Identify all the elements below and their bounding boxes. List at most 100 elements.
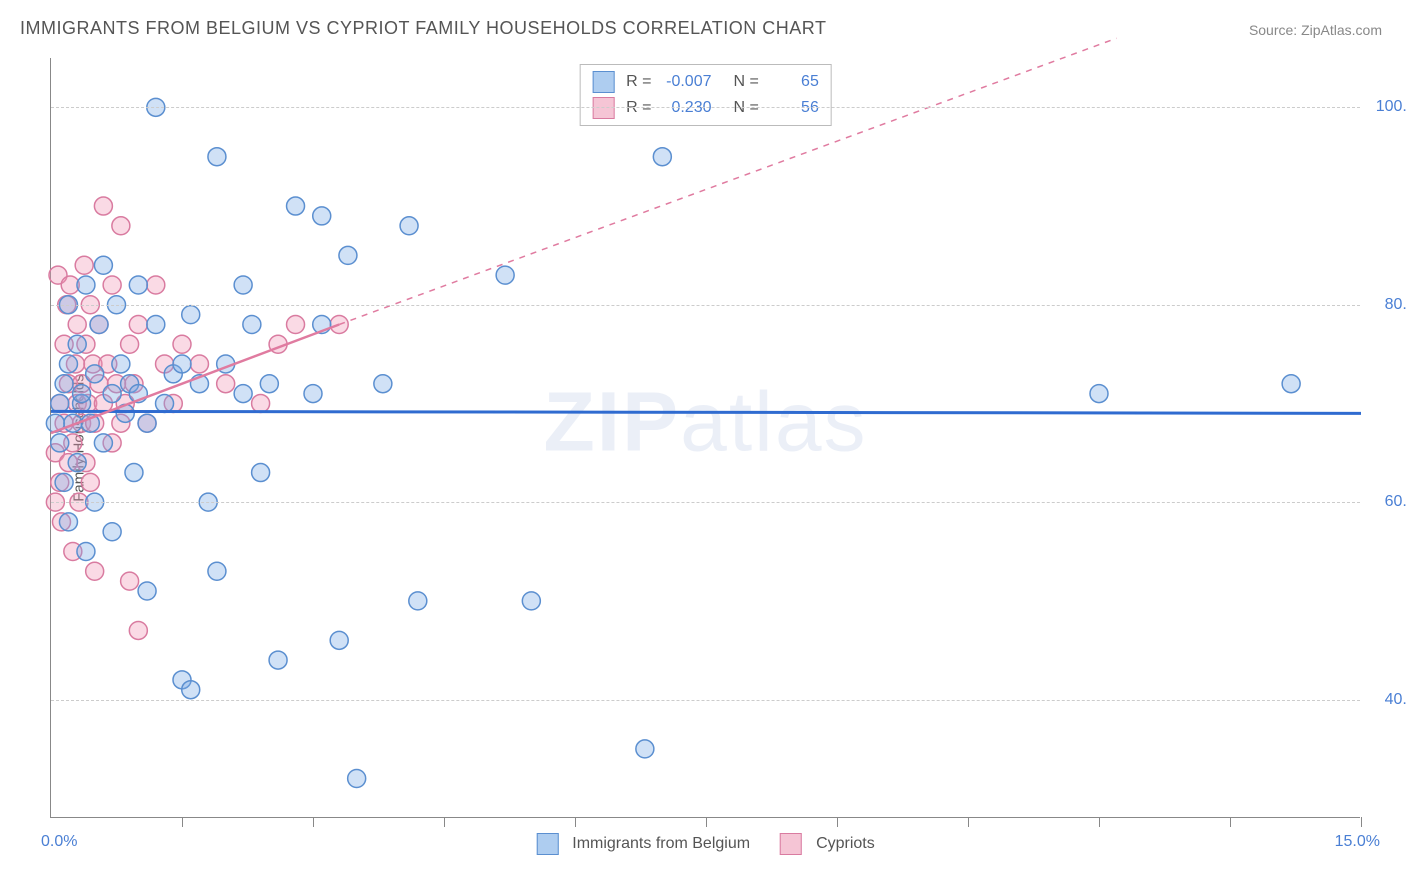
data-point bbox=[86, 365, 104, 383]
plot-area: Family Households ZIPatlas R = -0.007 N … bbox=[50, 58, 1360, 818]
x-tick bbox=[1361, 817, 1362, 827]
x-tick bbox=[968, 817, 969, 827]
x-tick bbox=[575, 817, 576, 827]
data-point bbox=[138, 414, 156, 432]
legend-bottom-item-1: Cypriots bbox=[780, 833, 875, 855]
data-point bbox=[208, 148, 226, 166]
data-point bbox=[252, 464, 270, 482]
data-point bbox=[73, 385, 91, 403]
data-point bbox=[125, 464, 143, 482]
x-tick bbox=[313, 817, 314, 827]
data-point bbox=[339, 246, 357, 264]
data-point bbox=[81, 473, 99, 491]
legend-stats-row-0: R = -0.007 N = 65 bbox=[592, 69, 819, 95]
data-point bbox=[173, 335, 191, 353]
data-point bbox=[68, 454, 86, 472]
data-point bbox=[121, 335, 139, 353]
data-point bbox=[653, 148, 671, 166]
data-point bbox=[51, 394, 69, 412]
data-point bbox=[103, 276, 121, 294]
data-point bbox=[77, 543, 95, 561]
data-point bbox=[1282, 375, 1300, 393]
data-point bbox=[138, 582, 156, 600]
legend-bottom: Immigrants from Belgium Cypriots bbox=[536, 833, 875, 855]
data-point bbox=[496, 266, 514, 284]
legend-N-val-0: 65 bbox=[765, 73, 819, 91]
data-point bbox=[94, 256, 112, 274]
y-tick-label: 60.0% bbox=[1370, 493, 1406, 511]
x-axis-end-label: 15.0% bbox=[1335, 833, 1380, 851]
data-point bbox=[55, 473, 73, 491]
data-point bbox=[1090, 385, 1108, 403]
source-label: Source: ZipAtlas.com bbox=[1249, 22, 1382, 38]
data-point bbox=[330, 631, 348, 649]
data-point bbox=[182, 306, 200, 324]
data-point bbox=[59, 355, 77, 373]
data-point bbox=[75, 256, 93, 274]
data-point bbox=[208, 562, 226, 580]
gridline-h bbox=[51, 700, 1360, 701]
data-point bbox=[190, 355, 208, 373]
data-point bbox=[121, 572, 139, 590]
chart-title: IMMIGRANTS FROM BELGIUM VS CYPRIOT FAMIL… bbox=[20, 18, 826, 39]
data-point bbox=[348, 770, 366, 788]
data-point bbox=[129, 621, 147, 639]
x-axis-start-label: 0.0% bbox=[41, 833, 77, 851]
legend-stats-box: R = -0.007 N = 65 R = 0.230 N = 56 bbox=[579, 64, 832, 126]
data-point bbox=[156, 394, 174, 412]
data-point bbox=[313, 207, 331, 225]
data-point bbox=[636, 740, 654, 758]
data-point bbox=[55, 375, 73, 393]
legend-bottom-item-0: Immigrants from Belgium bbox=[536, 833, 750, 855]
x-tick bbox=[182, 817, 183, 827]
data-point bbox=[260, 375, 278, 393]
data-point bbox=[112, 355, 130, 373]
legend-bottom-label-1: Cypriots bbox=[816, 835, 875, 853]
data-point bbox=[304, 385, 322, 403]
x-tick bbox=[837, 817, 838, 827]
legend-bottom-swatch-1 bbox=[780, 833, 802, 855]
chart-container: IMMIGRANTS FROM BELGIUM VS CYPRIOT FAMIL… bbox=[0, 0, 1406, 892]
data-point bbox=[287, 315, 305, 333]
data-point bbox=[269, 651, 287, 669]
legend-swatch-blue bbox=[592, 71, 614, 93]
data-point bbox=[77, 276, 95, 294]
data-point bbox=[234, 276, 252, 294]
data-point bbox=[112, 217, 130, 235]
data-point bbox=[173, 355, 191, 373]
legend-bottom-label-0: Immigrants from Belgium bbox=[572, 835, 750, 853]
data-point bbox=[522, 592, 540, 610]
data-point bbox=[234, 385, 252, 403]
x-tick bbox=[1099, 817, 1100, 827]
data-point bbox=[94, 434, 112, 452]
x-tick bbox=[1230, 817, 1231, 827]
gridline-h bbox=[51, 107, 1360, 108]
x-tick bbox=[706, 817, 707, 827]
x-tick bbox=[444, 817, 445, 827]
legend-bottom-swatch-0 bbox=[536, 833, 558, 855]
data-point bbox=[217, 375, 235, 393]
data-point bbox=[68, 335, 86, 353]
data-point bbox=[400, 217, 418, 235]
data-point bbox=[374, 375, 392, 393]
legend-N-label: N = bbox=[734, 73, 759, 91]
data-point bbox=[94, 197, 112, 215]
y-tick-label: 80.0% bbox=[1370, 296, 1406, 314]
data-point bbox=[129, 276, 147, 294]
gridline-h bbox=[51, 502, 1360, 503]
data-point bbox=[147, 276, 165, 294]
legend-R-label: R = bbox=[626, 73, 651, 91]
data-point bbox=[252, 394, 270, 412]
data-point bbox=[68, 315, 86, 333]
trend-line-blue bbox=[51, 411, 1361, 413]
data-point bbox=[103, 385, 121, 403]
gridline-h bbox=[51, 305, 1360, 306]
data-point bbox=[287, 197, 305, 215]
data-point bbox=[147, 315, 165, 333]
data-point bbox=[51, 434, 69, 452]
data-point bbox=[86, 562, 104, 580]
y-tick-label: 40.0% bbox=[1370, 691, 1406, 709]
scatter-svg bbox=[51, 58, 1360, 817]
data-point bbox=[129, 315, 147, 333]
legend-R-val-0: -0.007 bbox=[658, 73, 712, 91]
